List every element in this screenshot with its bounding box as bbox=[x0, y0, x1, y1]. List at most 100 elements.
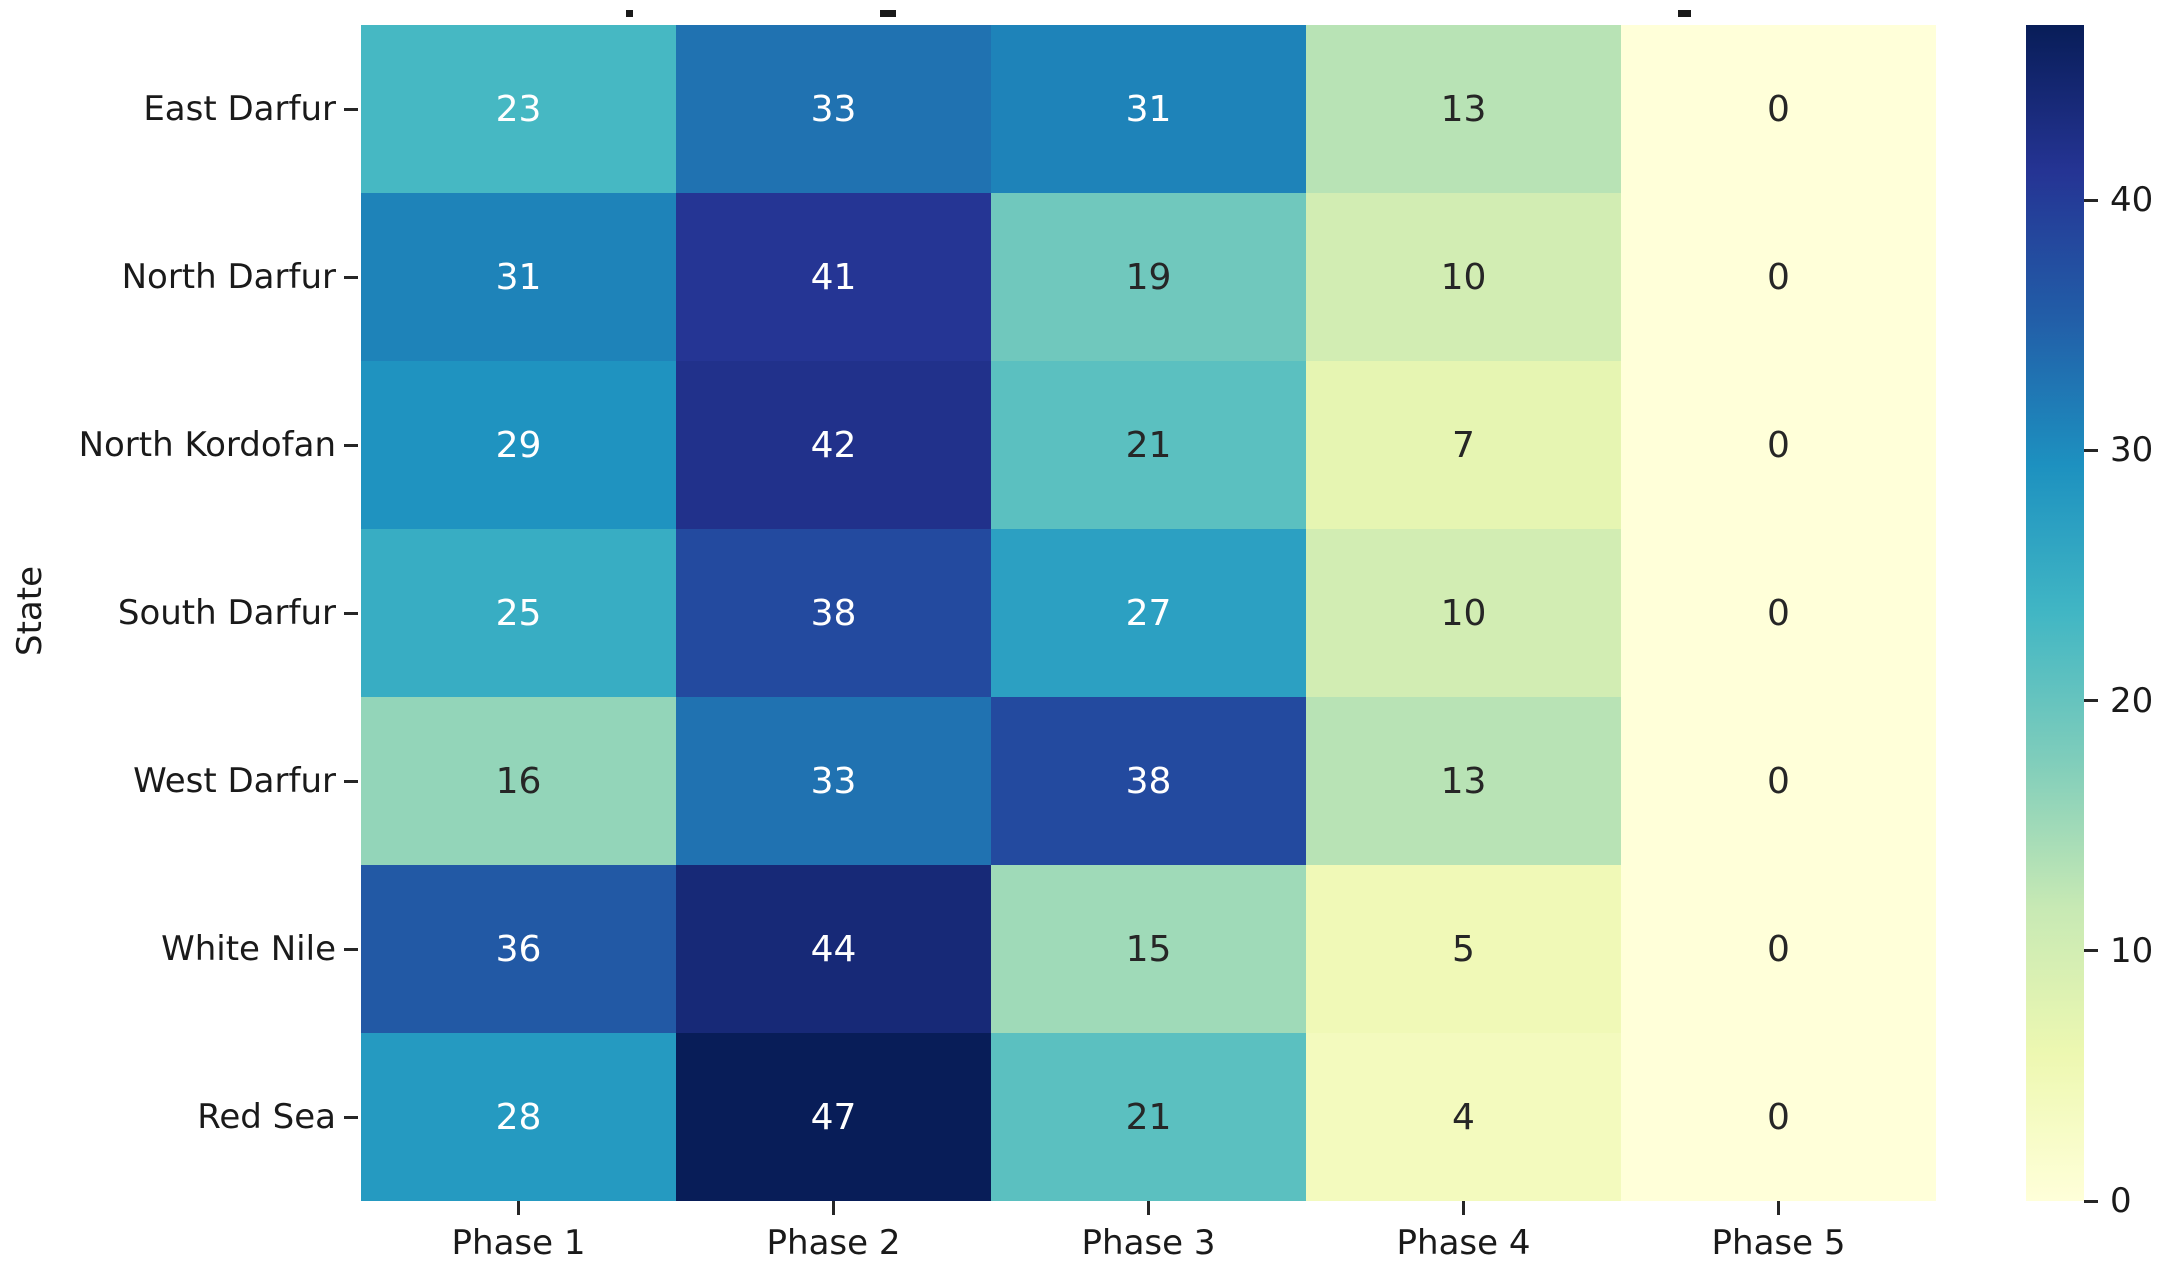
y-tick-label: North Darfur bbox=[121, 257, 336, 297]
heatmap-cell: 13 bbox=[1306, 697, 1621, 865]
x-tick-mark bbox=[1462, 1201, 1465, 1215]
heatmap-cell: 44 bbox=[676, 865, 991, 1033]
heatmap-cell: 19 bbox=[991, 193, 1306, 361]
y-tick-mark bbox=[344, 1115, 358, 1119]
y-tick-mark bbox=[344, 443, 358, 447]
cell-value: 28 bbox=[495, 1096, 542, 1138]
y-tick-label: East Darfur bbox=[143, 89, 336, 129]
heatmap-cell: 0 bbox=[1621, 1033, 1936, 1201]
heatmap-cell: 4 bbox=[1306, 1033, 1621, 1201]
cell-value: 33 bbox=[810, 88, 857, 130]
cell-value: 13 bbox=[1440, 760, 1487, 802]
heatmap-cell: 31 bbox=[361, 193, 676, 361]
heatmap-cell: 23 bbox=[361, 25, 676, 193]
colorbar-tick-mark bbox=[2084, 949, 2098, 953]
x-tick-mark bbox=[1777, 1201, 1780, 1215]
y-tick-mark bbox=[344, 779, 358, 783]
y-tick-mark bbox=[344, 275, 358, 279]
cell-value: 38 bbox=[1125, 760, 1172, 802]
y-tick-label: South Darfur bbox=[117, 593, 336, 633]
x-tick-label: Phase 1 bbox=[451, 1223, 586, 1263]
cell-value: 38 bbox=[810, 592, 857, 634]
x-tick-label: Phase 3 bbox=[1081, 1223, 1216, 1263]
y-tick-mark bbox=[344, 611, 358, 615]
cell-value: 21 bbox=[1125, 424, 1172, 466]
cell-value: 21 bbox=[1125, 1096, 1172, 1138]
heatmap-plot-area: 23 33 31 13 0 31 41 19 10 0 29 42 21 7 0 25 38 27 10 0 16 33 3… bbox=[361, 25, 1936, 1201]
heatmap-cell: 47 bbox=[676, 1033, 991, 1201]
y-tick-mark bbox=[344, 107, 358, 111]
cropped-title-fragment bbox=[880, 10, 896, 17]
x-tick-label: Phase 4 bbox=[1396, 1223, 1531, 1263]
heatmap-cell: 0 bbox=[1621, 697, 1936, 865]
heatmap-cell: 25 bbox=[361, 529, 676, 697]
x-tick-label: Phase 5 bbox=[1711, 1223, 1846, 1263]
cell-value: 36 bbox=[495, 928, 542, 970]
cell-value: 0 bbox=[1767, 760, 1790, 802]
cropped-title-fragment bbox=[626, 10, 633, 17]
cell-value: 15 bbox=[1125, 928, 1172, 970]
cell-value: 29 bbox=[495, 424, 542, 466]
cell-value: 0 bbox=[1767, 88, 1790, 130]
colorbar-tick-label: 20 bbox=[2110, 680, 2154, 721]
cell-value: 0 bbox=[1767, 256, 1790, 298]
cell-value: 44 bbox=[810, 928, 857, 970]
cell-value: 27 bbox=[1125, 592, 1172, 634]
heatmap-cell: 5 bbox=[1306, 865, 1621, 1033]
cell-value: 16 bbox=[495, 760, 542, 802]
cropped-title-fragment bbox=[1678, 10, 1691, 17]
colorbar-tick-mark bbox=[2084, 448, 2098, 452]
heatmap-cell: 33 bbox=[676, 697, 991, 865]
y-tick-label: North Kordofan bbox=[78, 425, 336, 465]
heatmap-cell: 7 bbox=[1306, 361, 1621, 529]
cell-value: 10 bbox=[1440, 592, 1487, 634]
heatmap-cell: 0 bbox=[1621, 193, 1936, 361]
heatmap-cell: 16 bbox=[361, 697, 676, 865]
x-tick-mark bbox=[1147, 1201, 1150, 1215]
x-tick-label: Phase 2 bbox=[766, 1223, 901, 1263]
colorbar-tick-mark bbox=[2084, 699, 2098, 703]
colorbar-tick-label: 30 bbox=[2110, 430, 2154, 471]
colorbar-tick-label: 40 bbox=[2110, 180, 2154, 221]
heatmap-cell: 21 bbox=[991, 361, 1306, 529]
y-tick-label: Red Sea bbox=[197, 1097, 336, 1137]
heatmap-cell: 0 bbox=[1621, 529, 1936, 697]
cell-value: 42 bbox=[810, 424, 857, 466]
y-tick-label: West Darfur bbox=[133, 761, 336, 801]
cell-value: 13 bbox=[1440, 88, 1487, 130]
cell-value: 4 bbox=[1452, 1096, 1475, 1138]
colorbar-tick-mark bbox=[2084, 1199, 2098, 1203]
heatmap-cell: 42 bbox=[676, 361, 991, 529]
x-tick-mark bbox=[517, 1201, 520, 1215]
x-tick-mark bbox=[832, 1201, 835, 1215]
heatmap-cell: 38 bbox=[991, 697, 1306, 865]
y-tick-label: White Nile bbox=[161, 929, 336, 969]
heatmap-cell: 27 bbox=[991, 529, 1306, 697]
heatmap-cell: 38 bbox=[676, 529, 991, 697]
colorbar-tick-mark bbox=[2084, 198, 2098, 202]
heatmap-cell: 36 bbox=[361, 865, 676, 1033]
colorbar-gradient bbox=[2026, 25, 2084, 1201]
heatmap-cell: 21 bbox=[991, 1033, 1306, 1201]
heatmap-cell: 10 bbox=[1306, 529, 1621, 697]
heatmap-cell: 41 bbox=[676, 193, 991, 361]
cell-value: 7 bbox=[1452, 424, 1475, 466]
heatmap-cell: 29 bbox=[361, 361, 676, 529]
heatmap-cell: 13 bbox=[1306, 25, 1621, 193]
cell-value: 41 bbox=[810, 256, 857, 298]
cell-value: 23 bbox=[495, 88, 542, 130]
colorbar-tick-label: 10 bbox=[2110, 930, 2154, 971]
cell-value: 0 bbox=[1767, 592, 1790, 634]
cell-value: 0 bbox=[1767, 928, 1790, 970]
cell-value: 10 bbox=[1440, 256, 1487, 298]
heatmap-cell: 10 bbox=[1306, 193, 1621, 361]
heatmap-cell: 0 bbox=[1621, 361, 1936, 529]
cell-value: 47 bbox=[810, 1096, 857, 1138]
heatmap-cell: 33 bbox=[676, 25, 991, 193]
cell-value: 25 bbox=[495, 592, 542, 634]
cell-value: 33 bbox=[810, 760, 857, 802]
heatmap-cell: 31 bbox=[991, 25, 1306, 193]
y-tick-mark bbox=[344, 947, 358, 951]
cell-value: 0 bbox=[1767, 424, 1790, 466]
